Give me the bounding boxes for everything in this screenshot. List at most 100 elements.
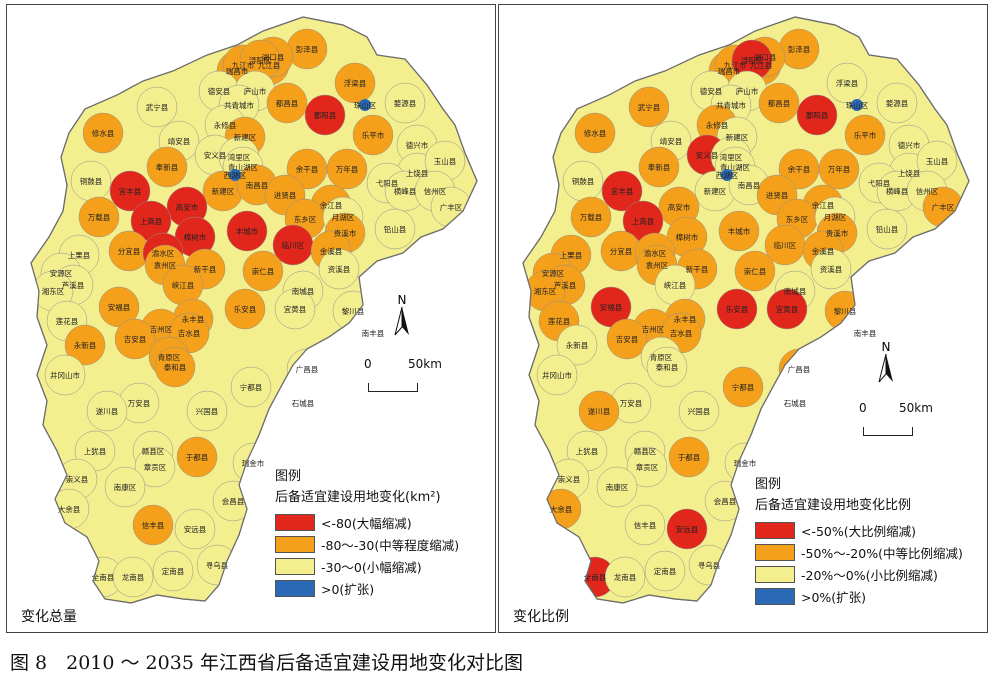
- district-region: [304, 94, 346, 136]
- district-label: 鄱阳县: [806, 111, 829, 120]
- district-label: 兴国县: [196, 407, 219, 416]
- legend-item-large-decrease: <-80(大幅缩减): [275, 511, 459, 533]
- district-label: 崇义县: [558, 475, 581, 484]
- district-label: 安福县: [600, 302, 623, 312]
- district-region: [242, 250, 284, 292]
- district-region: [818, 148, 860, 190]
- district-label: 南城县: [784, 286, 807, 296]
- district-label: 龙南县: [614, 572, 637, 582]
- district-region: [766, 288, 808, 330]
- district-label: 永修县: [706, 120, 729, 130]
- district-label: 永丰县: [182, 314, 205, 324]
- district-label: 德兴市: [406, 140, 429, 150]
- district-label: 南康区: [114, 482, 137, 492]
- district-label: 铅山县: [876, 224, 899, 234]
- district-label: 遂川县: [588, 406, 611, 416]
- district-label: 湖口县: [754, 53, 777, 62]
- district-region: [152, 550, 194, 592]
- district-label: 分宜县: [118, 246, 141, 256]
- district-label: 全南县: [92, 572, 115, 582]
- district-label: 金溪县: [320, 246, 343, 256]
- district-region: [844, 114, 886, 156]
- district-label: 上饶县: [406, 168, 429, 178]
- district-region: [44, 354, 86, 396]
- legend: 图例 后备适宜建设用地变化比例 <-50%(大比例缩减) -50%～-20%(中…: [755, 473, 963, 607]
- district-region: [359, 99, 371, 111]
- district-label: 安远县: [184, 524, 207, 534]
- district-label: 上栗县: [560, 251, 583, 260]
- district-label: 靖安县: [660, 136, 683, 146]
- district-region: [114, 318, 156, 360]
- district-label: 德安县: [208, 86, 231, 96]
- district-label: 乐平市: [854, 130, 877, 140]
- district-label: 信丰县: [142, 520, 165, 530]
- legend-label: >0(扩张): [321, 581, 375, 597]
- district-region: [851, 99, 863, 111]
- district-region: [758, 82, 800, 124]
- legend-label: -30～0(小幅缩减): [321, 559, 422, 575]
- district-label: 珠山区: [354, 100, 377, 110]
- district-region: [78, 196, 120, 238]
- district-label: 青原区: [158, 352, 181, 362]
- district-label: 南昌县: [246, 180, 269, 190]
- district-label: 石城县: [784, 399, 807, 408]
- district-label: 大余县: [550, 504, 573, 514]
- district-label: 石城县: [292, 399, 315, 408]
- district-label: 于都县: [186, 453, 209, 462]
- district-label: 共青城市: [716, 100, 746, 110]
- district-region: [230, 366, 272, 408]
- district-label: 奉新县: [156, 162, 179, 172]
- legend-title: 图例: [755, 477, 782, 492]
- district-label: 贵溪市: [334, 228, 357, 238]
- district-region: [226, 210, 268, 252]
- district-region: [136, 86, 178, 128]
- legend-swatch: [755, 543, 795, 561]
- district-label: 德兴市: [898, 140, 921, 150]
- legend: 图例 后备适宜建设用地变化(km²) <-80(大幅缩减) -80～-30(中等…: [275, 465, 459, 599]
- district-region: [718, 210, 760, 252]
- district-region: [154, 346, 196, 388]
- district-label: 进贤县: [274, 191, 297, 200]
- district-label: 月湖区: [824, 213, 847, 222]
- district-label: 安源区: [542, 268, 565, 278]
- province-border: [30, 16, 478, 604]
- district-region: [326, 148, 368, 190]
- district-label: 修水县: [92, 128, 115, 138]
- district-label: 玉山县: [434, 156, 457, 166]
- district-region: [374, 208, 416, 250]
- legend-label: <-80(大幅缩减): [321, 515, 412, 531]
- district-label: 永修县: [214, 120, 237, 130]
- district-label: 乐安县: [726, 304, 749, 314]
- district-label: 吉水县: [670, 328, 693, 338]
- district-region: [64, 324, 106, 366]
- district-label: 永丰县: [674, 314, 697, 324]
- legend-swatch: [755, 521, 795, 539]
- district-label: 彭泽县: [296, 44, 319, 54]
- district-label: 袁州区: [646, 260, 669, 270]
- district-region: [624, 504, 666, 546]
- district-region: [666, 508, 708, 550]
- district-label: 宜黄县: [776, 304, 799, 314]
- district-label: 泰和县: [656, 362, 679, 372]
- district-label: 新干县: [194, 264, 217, 274]
- legend-item-medium-decrease: -80～-30(中等程度缩减): [275, 533, 459, 555]
- district-region: [274, 288, 316, 330]
- district-region: [796, 94, 838, 136]
- district-label: 湾里区: [228, 152, 251, 162]
- district-label: 信州区: [424, 186, 447, 196]
- district-label: 庐山市: [736, 86, 759, 96]
- district-label: 余江县: [320, 200, 343, 210]
- district-label: 临川区: [774, 240, 797, 250]
- district-label: 信州区: [916, 186, 939, 196]
- district-label: 临川区: [282, 240, 305, 250]
- district-label: 袁州区: [154, 260, 177, 270]
- district-region: [866, 208, 908, 250]
- district-label: 芦溪县: [62, 280, 85, 290]
- district-region: [556, 324, 598, 366]
- district-label: 峡江县: [172, 280, 195, 290]
- district-label: 东乡区: [786, 214, 809, 224]
- district-region: [104, 466, 146, 508]
- district-label: 修水县: [584, 128, 607, 138]
- district-label: 章贡区: [144, 462, 167, 472]
